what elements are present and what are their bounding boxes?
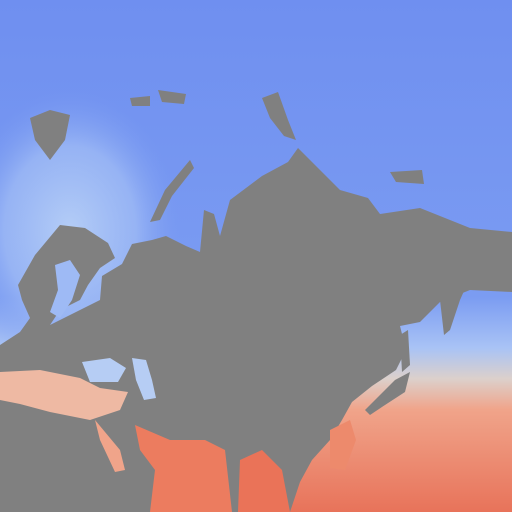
- sakhalin: [400, 330, 410, 372]
- franz-josef-land: [130, 90, 186, 106]
- severnaya-zemlya: [262, 92, 296, 140]
- japan: [365, 372, 410, 415]
- baltic-sea: [50, 260, 80, 318]
- arabian-sea: [135, 425, 232, 512]
- kamchatka: [440, 282, 468, 335]
- caspian-sea: [132, 358, 156, 400]
- mediterranean: [0, 370, 128, 420]
- east-china-sea: [330, 420, 356, 470]
- inland-seas: [0, 260, 356, 512]
- bay-of-bengal: [238, 450, 290, 512]
- eurasia: [0, 148, 512, 512]
- black-sea: [82, 358, 126, 382]
- svalbard: [30, 110, 70, 160]
- land: [0, 90, 512, 512]
- new-siberian-islands: [390, 170, 424, 184]
- red-sea: [95, 420, 125, 472]
- novaya-zemlya: [150, 160, 194, 222]
